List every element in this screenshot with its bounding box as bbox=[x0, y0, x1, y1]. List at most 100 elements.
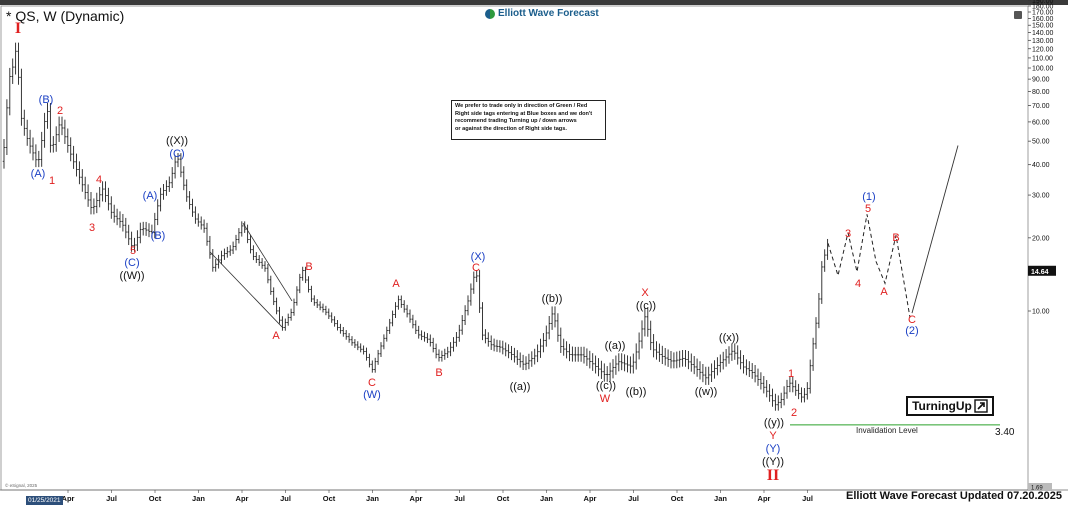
time-tick-label: Apr bbox=[584, 494, 597, 503]
wave-label: C bbox=[472, 262, 480, 274]
turning-up-badge: TurningUp bbox=[906, 396, 994, 416]
price-tick-label: 100.00 bbox=[1032, 66, 1054, 73]
wave-label: 5 bbox=[865, 203, 871, 215]
wave-label: 2 bbox=[791, 407, 797, 419]
price-tick-label: 120.00 bbox=[1032, 46, 1054, 53]
turning-up-label: TurningUp bbox=[912, 399, 972, 413]
copyright-note: © eSignal, 2025 bbox=[5, 483, 38, 488]
time-tick-label: Apr bbox=[62, 494, 75, 503]
last-price-label: 14.64 bbox=[1031, 269, 1049, 276]
time-tick-label: Jul bbox=[802, 494, 813, 503]
wave-label: (Y) bbox=[766, 443, 781, 455]
wave-label: C bbox=[368, 377, 376, 389]
wave-label: (B) bbox=[39, 94, 54, 106]
wave-label: (W) bbox=[363, 389, 381, 401]
wave-label: A bbox=[392, 278, 400, 290]
time-tick-label: Jan bbox=[366, 494, 379, 503]
wave-label: ((W)) bbox=[119, 270, 144, 282]
invalidation-label: Invalidation Level bbox=[856, 426, 918, 435]
time-tick-label: Oct bbox=[671, 494, 684, 503]
price-tick-label: 40.00 bbox=[1032, 162, 1050, 169]
notice-line: recommend trading Turning up / down arro… bbox=[455, 118, 577, 125]
time-tick-label: Jan bbox=[540, 494, 553, 503]
wave-label: ((Y)) bbox=[762, 456, 784, 468]
brand-logo-icon bbox=[485, 8, 495, 19]
arrow-up-right-icon bbox=[974, 399, 988, 413]
notice-line: Right side tags entering at Blue boxes a… bbox=[455, 110, 593, 117]
window-top-bar bbox=[0, 0, 1068, 5]
wave-label: (2) bbox=[905, 325, 918, 337]
chart-frame bbox=[0, 5, 1068, 491]
wave-label: (A) bbox=[31, 168, 46, 180]
time-axis[interactable]: Apr Jul Oct Jan Apr Jul Oct Jan Apr Jul Oct Jan Apr J… bbox=[62, 490, 813, 503]
wave-labels: I(B)2(A)1 435(C)((W))((X))(C)(A)(B)ABAC(W… bbox=[15, 20, 919, 484]
wave-label: B bbox=[435, 367, 442, 379]
wave-label: ((c)) bbox=[596, 380, 616, 392]
wave-label: 5 bbox=[130, 245, 136, 257]
wave-label: C bbox=[908, 314, 916, 326]
price-tick-label: 70.00 bbox=[1032, 103, 1050, 110]
wave-label: 1 bbox=[788, 368, 794, 380]
wave-label: I bbox=[15, 20, 21, 37]
chart-title: * QS, W (Dynamic) bbox=[6, 8, 125, 24]
cursor-date-box: 01/25/2021 bbox=[26, 496, 63, 505]
wave-label: 1 bbox=[49, 175, 55, 187]
min-price-label: 1.69 bbox=[1031, 486, 1043, 492]
wave-label: ((b)) bbox=[542, 293, 563, 305]
time-tick-label: Jan bbox=[192, 494, 205, 503]
wave-label: ((c)) bbox=[636, 300, 656, 312]
wave-label: W bbox=[600, 393, 611, 405]
trading-notice-box: We prefer to trade only in direction of … bbox=[451, 100, 606, 140]
invalidation-value: 3.40 bbox=[995, 427, 1015, 438]
time-tick-label: Oct bbox=[149, 494, 162, 503]
projection-path: Invalidation Level 3.40 bbox=[790, 145, 1015, 438]
time-tick-label: Apr bbox=[236, 494, 249, 503]
price-tick-label: 190.00 bbox=[1032, 0, 1054, 5]
projection-dashed bbox=[827, 214, 911, 318]
brand-logo: Elliott Wave Forecast bbox=[485, 8, 599, 19]
channel-line-lower bbox=[209, 251, 283, 328]
wave-label: Y bbox=[769, 430, 777, 442]
brand-name: Elliott Wave Forecast bbox=[498, 8, 599, 19]
price-tick-label: 50.00 bbox=[1032, 139, 1050, 146]
price-tick-label: 130.00 bbox=[1032, 38, 1054, 45]
time-tick-label: Oct bbox=[323, 494, 336, 503]
wave-label: B bbox=[305, 261, 312, 273]
wave-label: 3 bbox=[89, 222, 95, 234]
wave-label: 3 bbox=[845, 228, 851, 240]
wave-label: ((a)) bbox=[510, 381, 531, 393]
time-tick-label: Apr bbox=[410, 494, 423, 503]
price-axis[interactable]: 200.00190.00180.00170.00160.00150.00140.… bbox=[1028, 0, 1056, 492]
wave-label: A bbox=[272, 330, 280, 342]
time-tick-label: Jul bbox=[454, 494, 465, 503]
wave-label: (C) bbox=[169, 148, 184, 160]
time-tick-label: Apr bbox=[758, 494, 771, 503]
wave-label: A bbox=[880, 286, 888, 298]
snapshot-icon[interactable] bbox=[1014, 11, 1022, 19]
wave-label: 4 bbox=[96, 174, 102, 186]
time-tick-label: Oct bbox=[497, 494, 510, 503]
price-tick-label: 60.00 bbox=[1032, 119, 1050, 126]
wave-label: B bbox=[892, 232, 899, 244]
min-price-box bbox=[1028, 483, 1052, 491]
notice-line: or against the direction of Right side t… bbox=[455, 125, 567, 132]
price-tick-label: 110.00 bbox=[1032, 55, 1053, 62]
wave-label: (C) bbox=[124, 257, 139, 269]
wave-label: ((y)) bbox=[764, 417, 784, 429]
wave-label: ((a)) bbox=[605, 340, 626, 352]
price-tick-label: 10.00 bbox=[1032, 309, 1050, 316]
time-tick-label: Jul bbox=[106, 494, 117, 503]
wave-label: X bbox=[641, 287, 649, 299]
last-price-box bbox=[1028, 265, 1056, 276]
wave-label: ((x)) bbox=[719, 332, 739, 344]
wave-label: (X) bbox=[471, 251, 486, 263]
channel-line-upper bbox=[242, 222, 293, 302]
wave-label: ((X)) bbox=[166, 135, 188, 147]
time-tick-label: Jan bbox=[714, 494, 727, 503]
wave-label: ((b)) bbox=[626, 386, 647, 398]
price-tick-label: 80.00 bbox=[1032, 89, 1050, 96]
price-tick-label: 90.00 bbox=[1032, 77, 1050, 84]
plot-border bbox=[0, 5, 1029, 491]
